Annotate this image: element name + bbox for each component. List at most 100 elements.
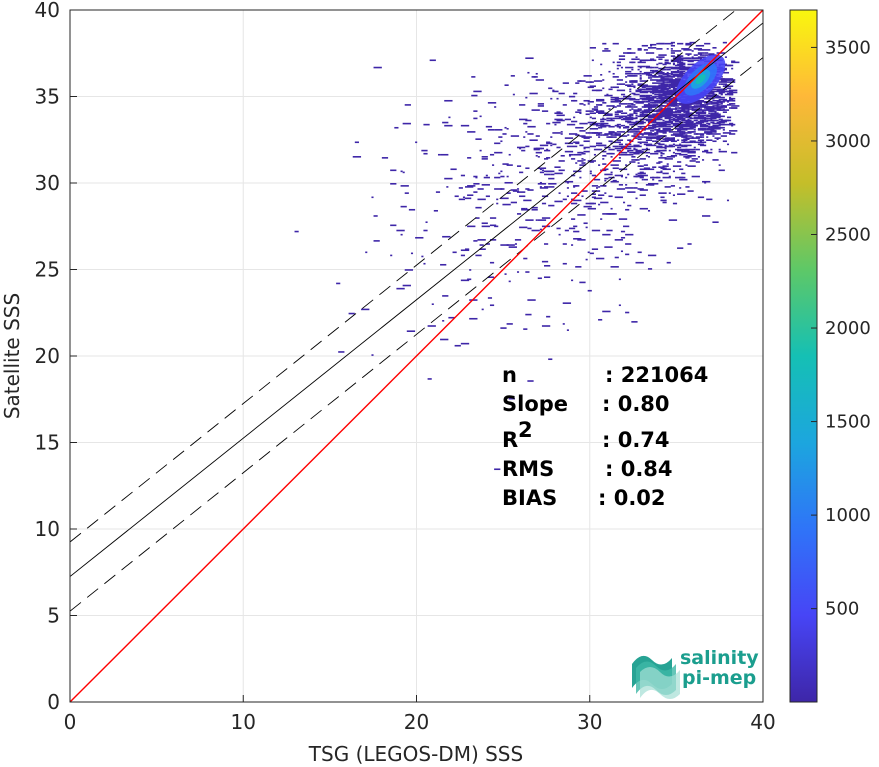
density-cell	[702, 150, 709, 153]
density-cell	[643, 110, 651, 112]
density-cell	[691, 50, 694, 52]
density-cell	[631, 83, 634, 85]
density-cell	[496, 202, 499, 205]
density-cell	[506, 323, 513, 325]
density-cell	[625, 164, 628, 166]
density-cell	[635, 56, 638, 58]
density-cell	[708, 126, 713, 129]
density-cell	[714, 111, 717, 113]
density-cell	[666, 109, 673, 111]
density-cell	[643, 143, 653, 146]
density-cell	[677, 61, 684, 64]
density-cell	[637, 138, 642, 140]
density-cell	[668, 83, 675, 85]
density-cell	[400, 233, 403, 236]
density-cell	[679, 178, 688, 181]
density-cell	[704, 117, 709, 120]
density-cell	[731, 61, 740, 64]
density-cell	[589, 172, 592, 175]
density-cell	[685, 164, 688, 166]
density-cell	[556, 97, 559, 100]
density-cell	[720, 79, 730, 81]
density-cell	[442, 320, 445, 322]
density-cell	[625, 116, 630, 119]
density-cell	[689, 41, 696, 44]
density-cell	[637, 61, 646, 64]
density-cell	[593, 197, 603, 200]
density-cell	[683, 144, 688, 147]
density-cell	[614, 113, 619, 116]
density-cell	[600, 218, 603, 220]
density-cell	[724, 93, 734, 96]
density-cell	[454, 195, 459, 198]
density-cell	[656, 110, 663, 112]
density-cell	[544, 149, 551, 152]
density-cell	[623, 126, 630, 129]
density-cell	[666, 78, 673, 80]
density-cell	[654, 91, 661, 94]
density-cell	[679, 109, 686, 111]
density-cell	[656, 137, 663, 139]
density-cell	[620, 230, 626, 233]
density-cell	[654, 99, 661, 102]
density-cell	[679, 132, 682, 134]
density-cell	[525, 167, 530, 170]
density-cell	[564, 137, 574, 139]
density-cell	[662, 129, 671, 131]
density-cell	[658, 87, 661, 90]
density-cell	[604, 94, 613, 97]
density-cell	[450, 168, 457, 171]
density-cell	[566, 329, 569, 331]
density-cell	[583, 136, 592, 138]
density-cell	[716, 100, 723, 103]
density-cell	[729, 89, 738, 92]
density-cell	[660, 111, 667, 113]
density-cell	[660, 93, 667, 96]
density-cell	[660, 146, 667, 149]
density-cell	[697, 141, 705, 144]
density-cell	[625, 187, 634, 189]
density-core	[695, 74, 706, 85]
density-cell	[535, 219, 538, 221]
density-cell	[662, 94, 667, 97]
density-cell	[674, 152, 682, 155]
density-cell	[639, 114, 642, 117]
density-cell	[687, 54, 690, 56]
density-cell	[575, 162, 578, 164]
density-cell	[639, 171, 644, 174]
density-cell	[635, 89, 642, 92]
density-cell	[568, 227, 576, 230]
density-cell	[681, 172, 686, 175]
density-cell	[654, 140, 659, 143]
density-cell	[602, 310, 611, 313]
density-cell	[674, 85, 678, 88]
density-cell	[683, 107, 690, 109]
density-cell	[677, 42, 684, 45]
density-cell	[670, 71, 673, 74]
density-cell	[562, 262, 567, 265]
density-cell	[637, 188, 644, 190]
density-cell	[672, 70, 678, 73]
density-cell	[716, 138, 719, 140]
density-cell	[625, 233, 634, 236]
density-cell	[687, 120, 690, 123]
density-cell	[647, 209, 651, 212]
density-cell	[629, 88, 632, 91]
density-cell	[710, 118, 713, 121]
density-cell	[629, 90, 632, 93]
density-cell	[556, 227, 561, 230]
density-cell	[679, 59, 682, 62]
density-cell	[674, 56, 682, 58]
density-cell	[604, 192, 607, 194]
density-cell	[589, 127, 599, 130]
density-cell	[402, 122, 411, 125]
density-cell	[546, 122, 551, 125]
density-cell	[616, 188, 626, 190]
density-cell	[602, 112, 609, 115]
density-cell	[610, 142, 613, 145]
density-cell	[670, 90, 678, 93]
density-cell	[697, 122, 700, 125]
density-cell	[550, 97, 553, 100]
density-cell	[406, 330, 416, 332]
density-cell	[396, 229, 405, 232]
